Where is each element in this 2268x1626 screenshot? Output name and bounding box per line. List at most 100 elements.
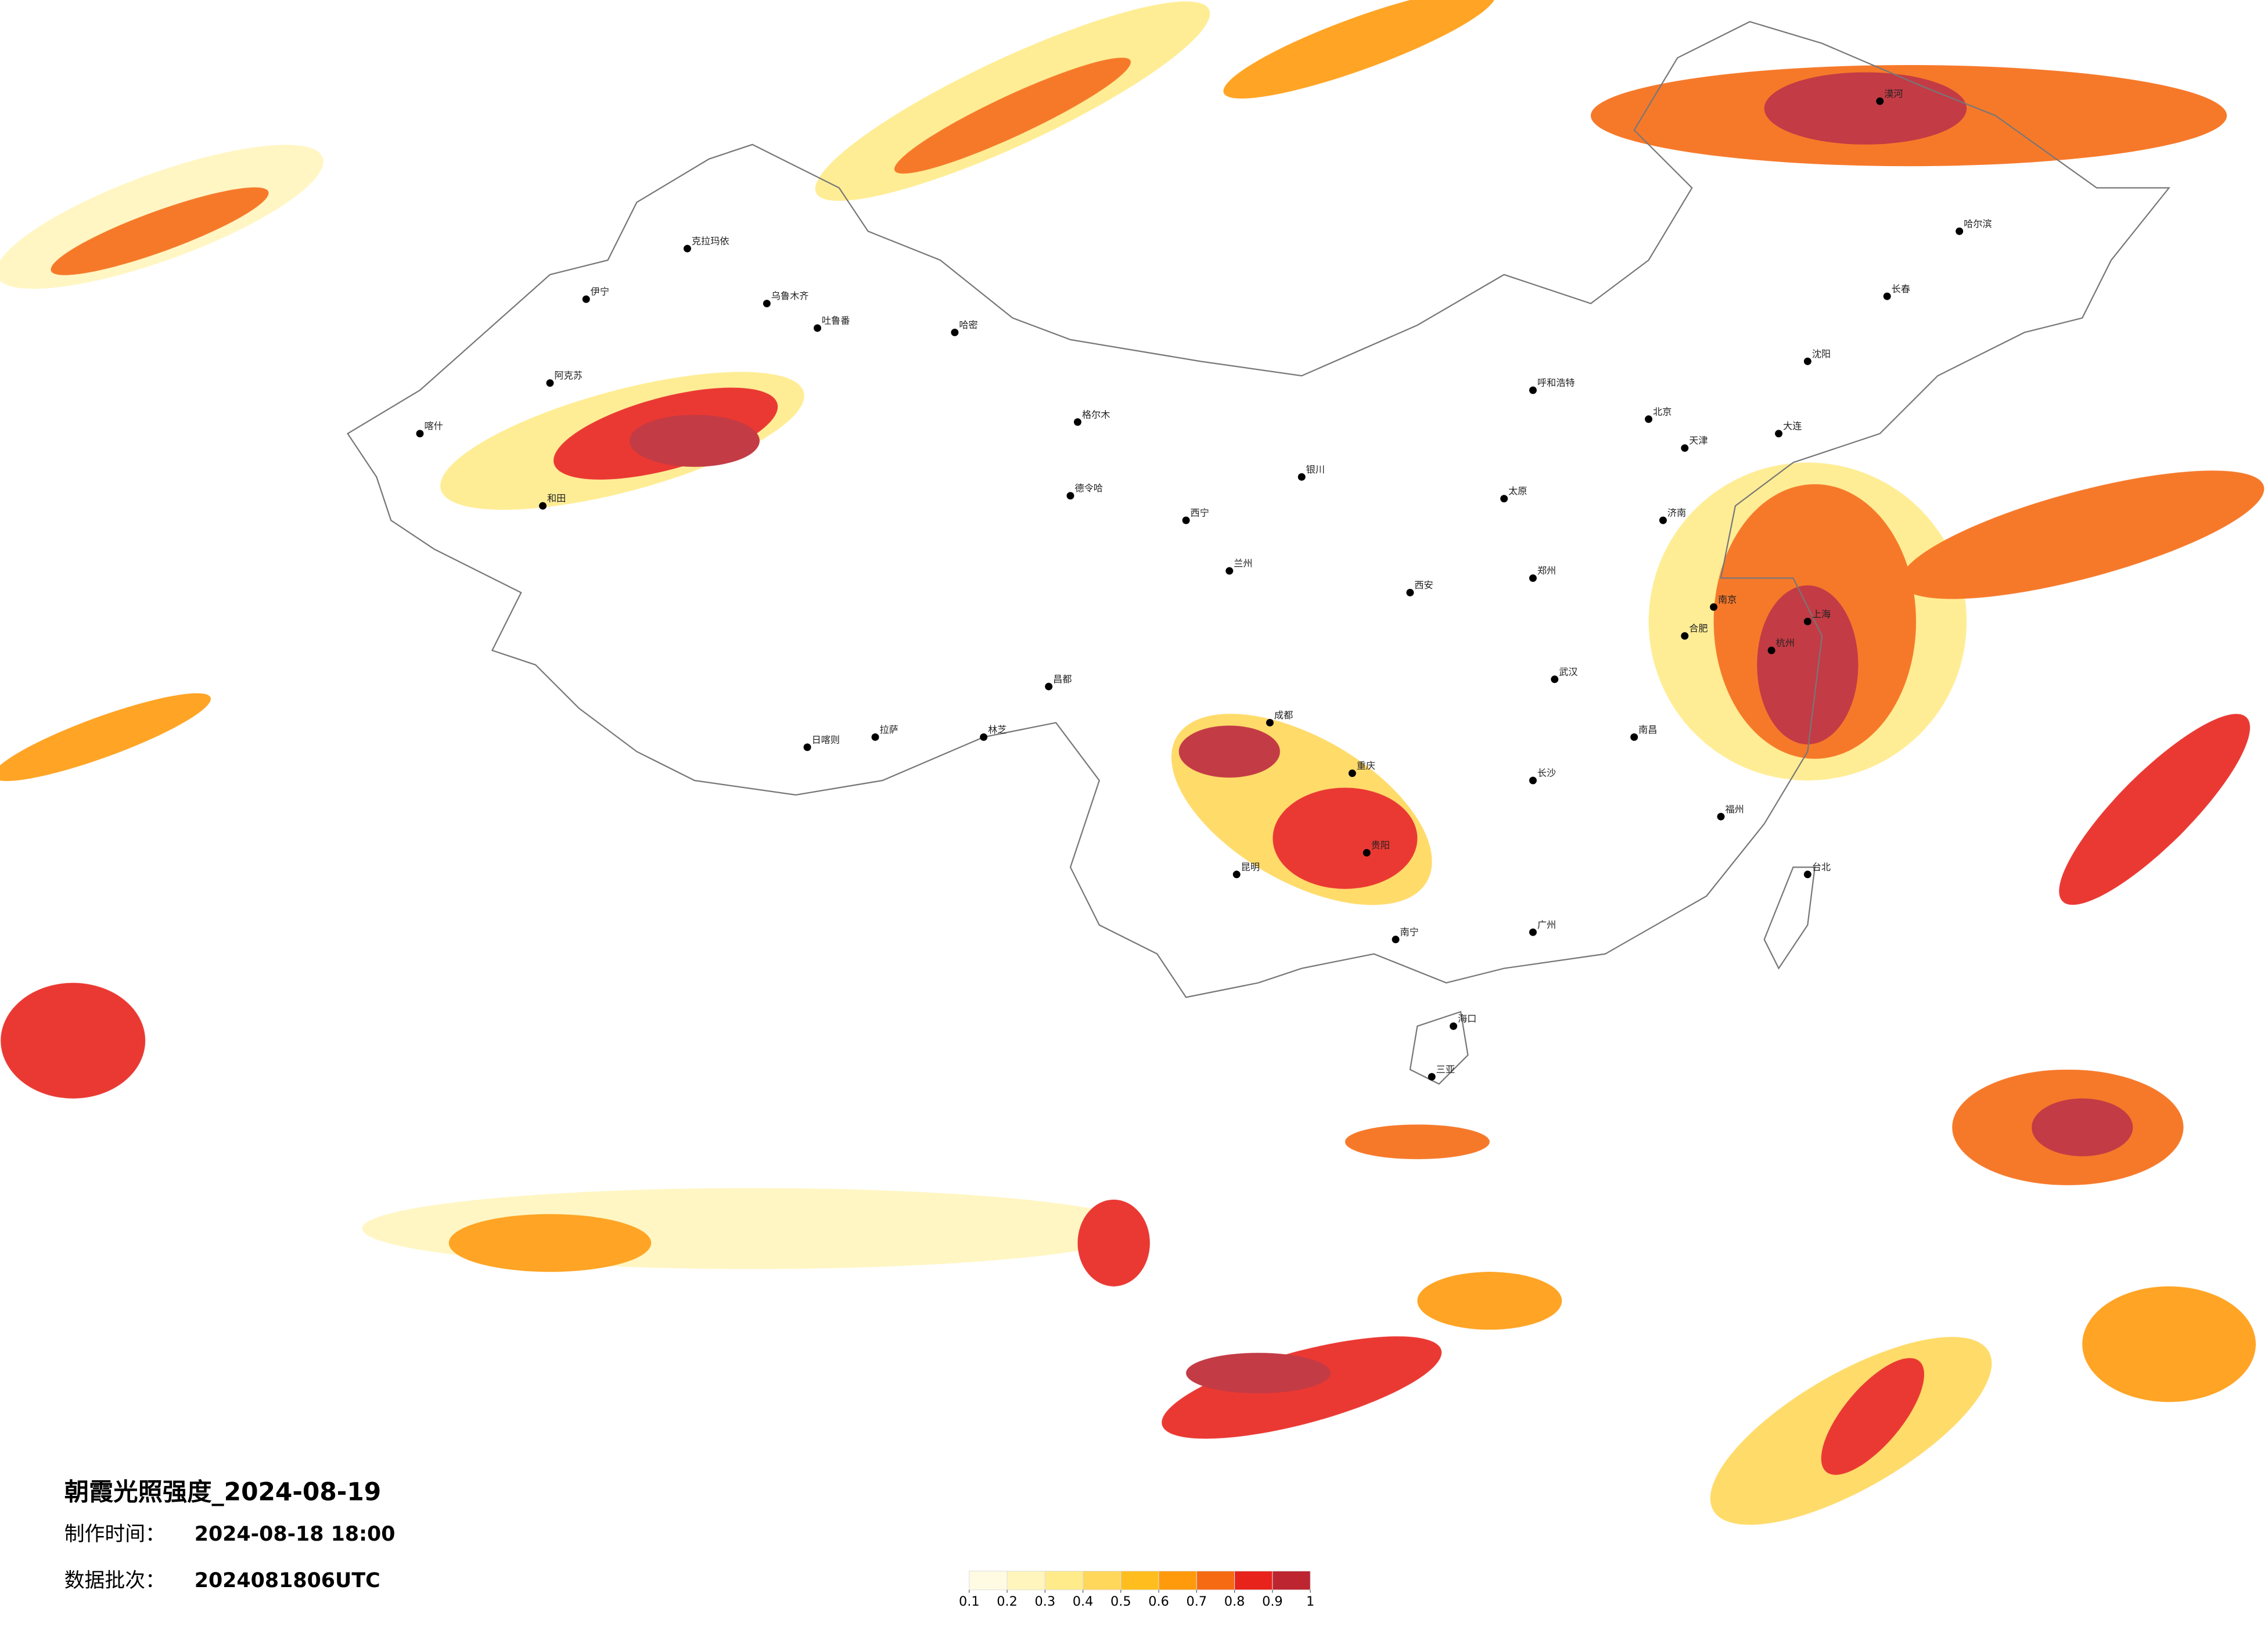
island-outline <box>1763 866 1816 970</box>
colorbar-cell <box>1272 1570 1311 1591</box>
city-label: 昆明 <box>1241 861 1260 872</box>
city-dot <box>1803 870 1811 879</box>
city-label: 哈密 <box>959 319 977 330</box>
city-dot <box>1225 567 1234 575</box>
city-label: 和田 <box>547 493 566 504</box>
city-dot <box>546 379 554 387</box>
colorbar: 0.1 0.2 0.3 0.4 0.5 0.6 0.7 0.8 0.9 1 <box>959 1570 1314 1609</box>
city-label: 天津 <box>1689 435 1708 446</box>
colorbar-tick-label: 0.8 <box>1224 1594 1245 1609</box>
city-dot <box>582 295 590 303</box>
city-dot <box>1529 928 1537 936</box>
city-dot <box>1775 430 1783 438</box>
city-label: 林芝 <box>988 724 1007 735</box>
city-label: 南宁 <box>1400 926 1418 937</box>
city-dot <box>1645 415 1653 423</box>
colorbar-tick-label: 0.5 <box>1110 1594 1131 1609</box>
city-label: 阿克苏 <box>554 370 582 381</box>
colorbar-tick-label: 0.6 <box>1148 1594 1169 1609</box>
city-label: 重庆 <box>1357 760 1375 771</box>
city-label: 兰州 <box>1234 558 1252 569</box>
city-dot <box>1182 516 1190 524</box>
city-label: 克拉玛依 <box>692 236 729 247</box>
city-label: 长春 <box>1892 283 1910 294</box>
city-label: 吐鲁番 <box>822 315 850 326</box>
colorbar-cell <box>1083 1570 1122 1591</box>
colorbar-cell <box>1007 1570 1045 1591</box>
city-label: 乌鲁木齐 <box>771 290 809 301</box>
city-label: 福州 <box>1725 804 1744 815</box>
city-dot <box>1232 870 1241 879</box>
city-dot <box>951 328 959 336</box>
city-dot <box>1363 848 1371 857</box>
city-dot <box>1529 386 1537 394</box>
colorbar-cell <box>1120 1570 1159 1591</box>
map-title: 朝霞光照强度_2024-08-19 <box>64 1477 381 1506</box>
city-dot <box>1767 646 1775 654</box>
colorbar-tick-label: 0.2 <box>997 1594 1018 1609</box>
city-dot <box>1876 97 1884 105</box>
city-label: 北京 <box>1653 406 1672 417</box>
city-label: 伊宁 <box>591 286 609 297</box>
city-dot <box>1500 495 1508 503</box>
city-label: 济南 <box>1667 508 1686 519</box>
city-label: 呼和浩特 <box>1537 377 1575 388</box>
city-dot <box>1803 357 1811 365</box>
city-label: 格尔木 <box>1082 409 1110 420</box>
city-dot <box>980 733 988 741</box>
city-dot <box>871 733 879 741</box>
city-dot <box>683 244 691 253</box>
colorbar-tick-label: 0.7 <box>1187 1594 1207 1609</box>
city-label: 南昌 <box>1638 724 1657 735</box>
city-dot <box>1529 574 1537 582</box>
city-label: 合肥 <box>1689 623 1708 634</box>
city-label: 贵阳 <box>1371 840 1390 851</box>
city-dot <box>803 743 811 751</box>
intensity-field <box>0 0 2265 1525</box>
colorbar-cell <box>1158 1570 1197 1591</box>
city-dot <box>1529 776 1537 785</box>
city-dot <box>1883 292 1891 300</box>
city-dot <box>539 502 547 510</box>
city-dot <box>1681 632 1689 640</box>
city-label: 郑州 <box>1537 565 1556 576</box>
city-dot <box>1659 516 1667 524</box>
colorbar-cell <box>1044 1570 1084 1591</box>
city-label: 银川 <box>1306 464 1325 475</box>
city-label: 昌都 <box>1053 674 1072 685</box>
city-label: 德令哈 <box>1074 483 1102 494</box>
city-dot <box>1630 733 1638 741</box>
city-dot <box>1717 812 1725 821</box>
city-dot <box>1045 682 1053 690</box>
city-dot <box>1266 718 1274 726</box>
city-dot <box>1297 473 1306 481</box>
colorbar-tick-label: 0.4 <box>1073 1594 1094 1609</box>
city-dot <box>1681 444 1689 452</box>
city-label: 日喀则 <box>811 734 839 745</box>
city-dot <box>1406 588 1414 596</box>
city-label: 南京 <box>1718 594 1737 605</box>
country-outline <box>346 21 2170 998</box>
city-label: 喀什 <box>424 420 443 431</box>
colorbar-tick-label: 0.3 <box>1034 1594 1055 1609</box>
city-label: 长沙 <box>1537 768 1556 779</box>
city-label: 哈尔滨 <box>1964 218 1992 229</box>
city-label: 广州 <box>1537 919 1556 930</box>
made-time: 2024-08-18 18:00 <box>195 1523 396 1546</box>
city-label: 台北 <box>1812 861 1831 872</box>
city-dot <box>1803 617 1811 625</box>
city-label: 太原 <box>1508 485 1527 497</box>
city-label: 成都 <box>1274 710 1293 721</box>
city-label: 沈阳 <box>1812 348 1831 359</box>
colorbar-tick-label: 0.1 <box>959 1594 980 1609</box>
city-label: 漠河 <box>1884 88 1903 99</box>
city-dot <box>416 430 424 438</box>
city-dot <box>1551 675 1559 684</box>
city-dot <box>763 300 771 308</box>
city-dot <box>1428 1073 1436 1081</box>
colorbar-tick-label: 1 <box>1306 1594 1314 1609</box>
city-dot <box>1392 936 1400 944</box>
made-label: 制作时间： <box>64 1523 166 1546</box>
city-label: 三亚 <box>1436 1064 1455 1075</box>
